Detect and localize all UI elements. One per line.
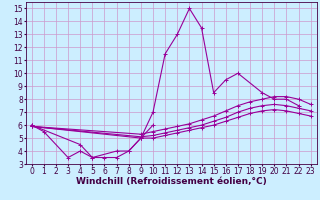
X-axis label: Windchill (Refroidissement éolien,°C): Windchill (Refroidissement éolien,°C) [76, 177, 267, 186]
